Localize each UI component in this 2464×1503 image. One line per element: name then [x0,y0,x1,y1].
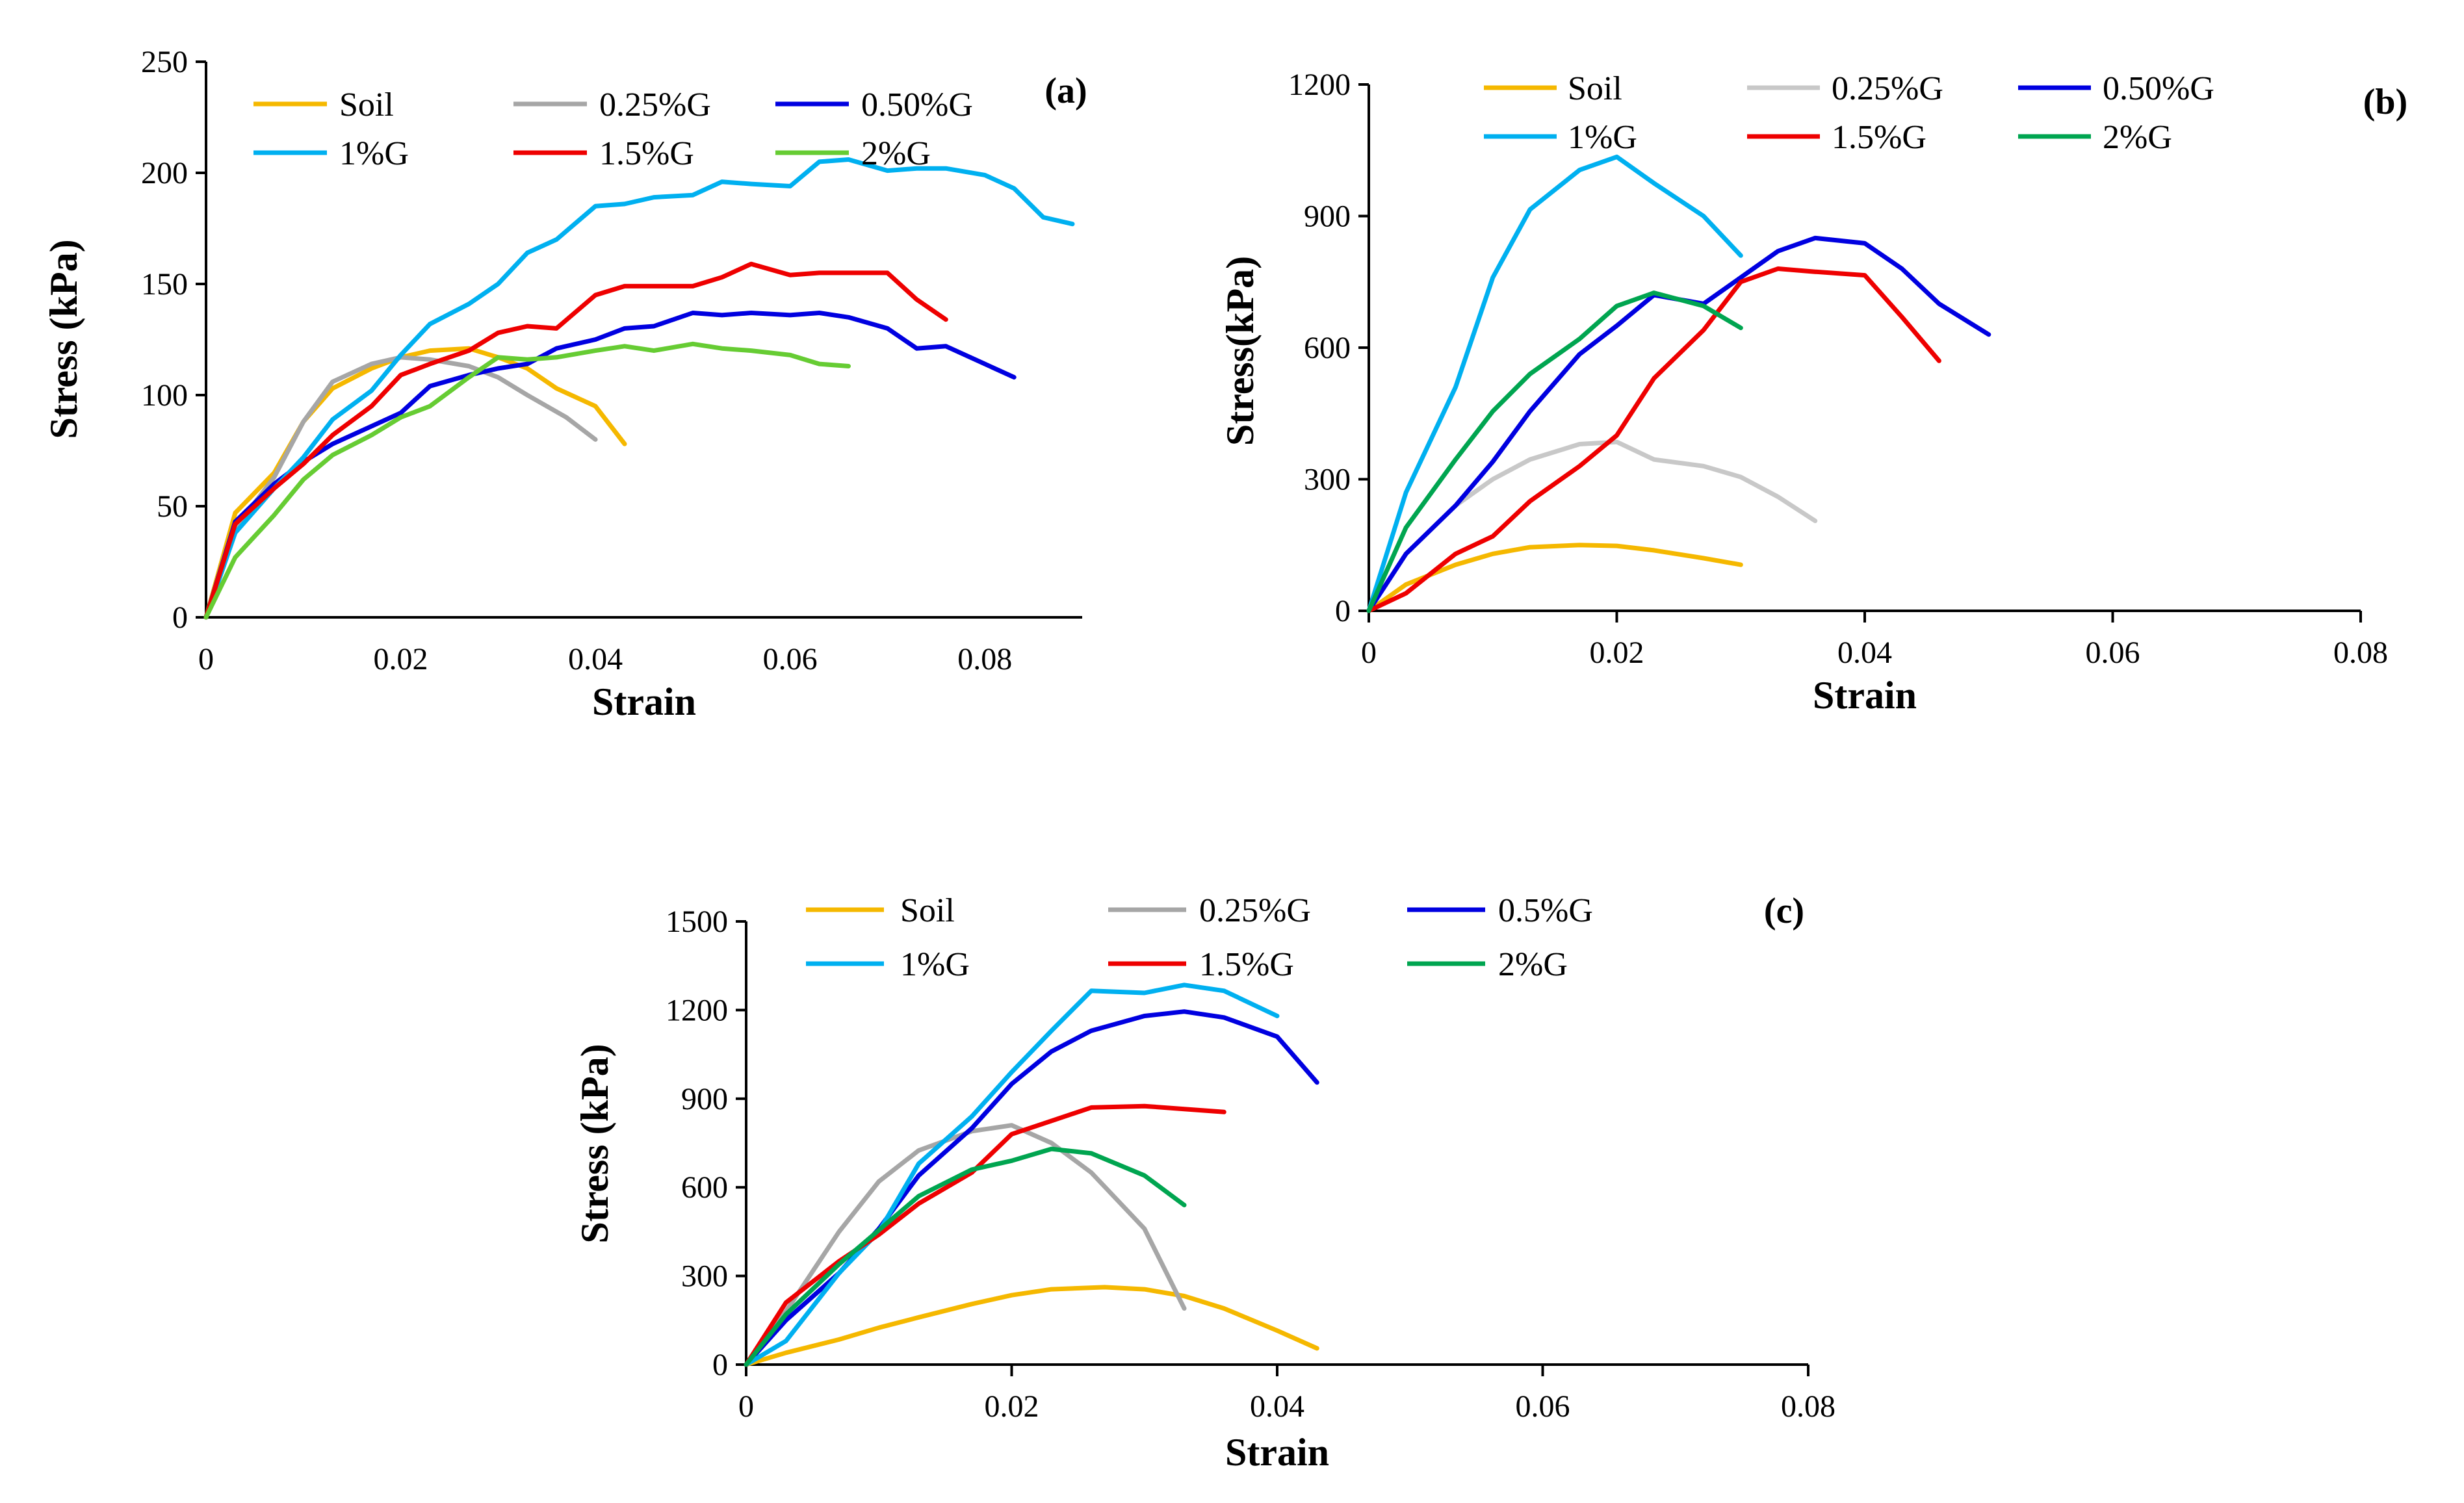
chart-panel-1: 0 300 600 900 1200 0 0.02 0.04 0.06 0.08 Strain Str… [1219,68,2407,717]
legend-label: 0.25%G [599,86,711,123]
legend-label: 0.25%G [1832,70,1943,107]
y-tick-label: 900 [1304,199,1351,234]
series-line-4 [744,1103,1226,1367]
legend-label: 0.50%G [2103,70,2214,107]
y-tick-label: 250 [141,45,188,79]
y-tick-label: 0 [172,600,188,635]
legend-label: 1.5%G [599,135,694,172]
y-tick-label: 50 [157,489,188,524]
y-tick-label: 100 [141,378,188,413]
legend-label: 2%G [1498,946,1568,983]
legend-label: 0.5%G [1498,892,1593,929]
y-tick-label: 600 [1304,331,1351,365]
x-tick-label: 0.04 [1250,1389,1304,1424]
series-line-3 [744,983,1280,1367]
y-tick-label: 300 [1304,463,1351,497]
y-tick-label: 200 [141,156,188,190]
x-tick-label: 0.02 [374,642,428,676]
x-tick-label: 0 [198,642,214,676]
series-line-3 [203,157,1075,620]
legend-label: 1.5%G [1832,119,1926,156]
y-tick-label: 600 [681,1170,728,1205]
legend-label: 1.5%G [1199,946,1294,983]
y-tick-label: 1500 [666,905,728,939]
legend-label: 0.50%G [861,86,973,123]
series-line-1 [744,1123,1187,1367]
y-tick-label: 1200 [666,993,728,1027]
series-line-5 [744,1146,1187,1367]
y-tick-label: 900 [681,1082,728,1116]
x-tick-label: 0.04 [1837,636,1892,670]
x-tick-label: 0.08 [2333,636,2388,670]
x-tick-label: 0 [1361,636,1377,670]
x-tick-label: 0.06 [2086,636,2140,670]
series-line-4 [203,261,948,620]
x-tick-label: 0.08 [957,642,1012,676]
series-line-2 [203,311,1017,620]
panel-label: (b) [2363,82,2407,122]
x-tick-label: 0.06 [1516,1389,1570,1424]
legend-label: Soil [900,892,955,929]
series-line-5 [1366,290,1743,613]
x-tick-label: 0 [738,1389,754,1424]
chart-panel-0: 0 50 100 150 200 250 0 0.02 0.04 0.06 0.08 Strain St… [42,45,1087,723]
series-line-4 [1366,266,1941,613]
x-tick-label: 0.02 [1590,636,1644,670]
legend-label: Soil [1568,70,1622,107]
legend-label: Soil [339,86,394,123]
series-line-1 [203,355,598,620]
legend-label: 1%G [1568,119,1637,156]
series-line-5 [203,341,851,620]
legend-label: 0.25%G [1199,892,1311,929]
x-tick-label: 0.06 [763,642,818,676]
legend-label: 1%G [339,135,409,172]
x-tick-label: 0.02 [985,1389,1039,1424]
y-axis-title: Stress (kPa) [42,239,85,439]
y-axis-title: Stress(kPa) [1219,256,1262,446]
y-tick-label: 0 [712,1348,728,1382]
legend-label: 2%G [2103,119,2172,156]
x-axis-title: Strain [592,680,696,723]
panel-label: (a) [1044,71,1087,111]
y-axis-title: Stress (kPa) [573,1044,616,1243]
chart-panel-2: 0 300 600 900 1200 1500 0 0.02 0.04 0.06 0.08 Strai… [573,891,1835,1474]
x-axis-title: Strain [1813,674,1917,717]
legend-label: 1%G [900,946,970,983]
y-tick-label: 0 [1335,594,1351,628]
x-axis-title: Strain [1225,1431,1329,1474]
x-tick-label: 0.04 [568,642,623,676]
y-tick-label: 300 [681,1259,728,1294]
series-line-3 [1366,154,1743,613]
x-tick-label: 0.08 [1781,1389,1835,1424]
legend-label: 2%G [861,135,931,172]
panel-label: (c) [1764,891,1804,931]
y-tick-label: 1200 [1288,68,1351,102]
y-tick-label: 150 [141,267,188,302]
series-line-0 [744,1285,1319,1367]
